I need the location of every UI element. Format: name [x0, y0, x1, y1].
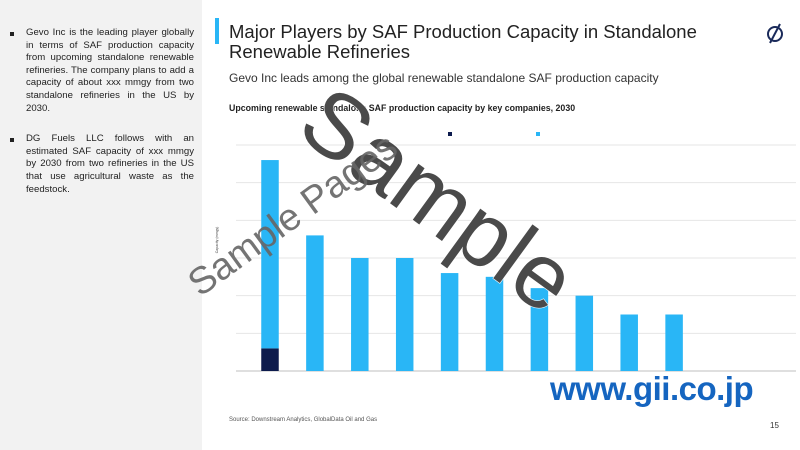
bar-chart: Capacity (mmgy) [215, 132, 796, 372]
bullet-item: Gevo Inc is the leading player globally … [10, 27, 194, 115]
globaldata-logo-icon [767, 23, 783, 44]
bar [620, 314, 638, 371]
bullet-text: Gevo Inc is the leading player globally … [26, 27, 194, 114]
page-number: 15 [770, 421, 779, 430]
chart-subtitle: Gevo Inc leads among the global renewabl… [229, 71, 659, 85]
bar [665, 314, 683, 371]
bullet-marker [10, 138, 14, 143]
bullet-text: DG Fuels LLC follows with an estimated S… [26, 133, 194, 195]
bar [395, 258, 414, 371]
bullet-item: DG Fuels LLC follows with an estimated S… [10, 133, 194, 196]
bar [261, 348, 279, 371]
site-url-watermark: www.gii.co.jp [550, 370, 754, 407]
page-title: Major Players by SAF Production Capacity… [229, 21, 697, 62]
bar [261, 160, 279, 349]
bullet-list: Gevo Inc is the leading player globally … [10, 27, 194, 214]
chart-title: Upcoming renewable standalone SAF produc… [229, 103, 576, 113]
bar [485, 276, 504, 371]
bar [306, 235, 324, 371]
left-panel: Gevo Inc is the leading player globally … [0, 0, 202, 450]
title-accent-bar [215, 18, 219, 44]
bar [440, 273, 459, 371]
bar [351, 258, 369, 371]
legend-marker [536, 132, 540, 136]
source-note: Source: Downstream Analytics, GlobalData… [229, 417, 378, 423]
bullet-marker [10, 32, 14, 36]
legend-marker [448, 132, 452, 136]
y-axis-label: Capacity (mmgy) [215, 227, 219, 253]
bar [575, 295, 594, 371]
bar [530, 288, 549, 371]
